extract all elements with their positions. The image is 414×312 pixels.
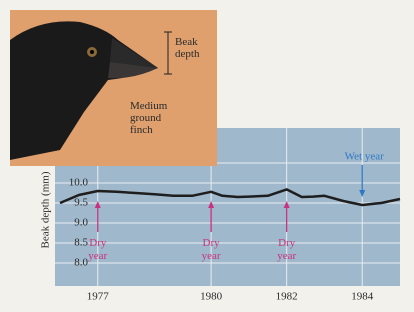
y-tick-label: 8.0 [74, 257, 88, 269]
x-tick-label: 1980 [200, 291, 223, 303]
y-tick-label: 9.0 [74, 217, 88, 229]
y-tick-label: 8.5 [74, 237, 88, 249]
bird-label: Medium ground finch [130, 100, 180, 136]
y-axis-title: Beak depth (mm) [40, 171, 52, 248]
y-tick-label: 9.5 [74, 197, 88, 209]
finch-pupil [90, 50, 94, 54]
page: Beak depth (mm) 8.08.59.09.510.010.51977… [0, 0, 414, 312]
annotation: Wet year [345, 151, 384, 163]
y-tick-label: 10.0 [69, 177, 89, 189]
inset-illustration [10, 10, 217, 166]
measure-label: Beak depth [175, 36, 215, 60]
x-tick-label: 1982 [276, 291, 298, 303]
x-tick-label: 1977 [87, 291, 110, 303]
x-tick-label: 1984 [351, 291, 374, 303]
